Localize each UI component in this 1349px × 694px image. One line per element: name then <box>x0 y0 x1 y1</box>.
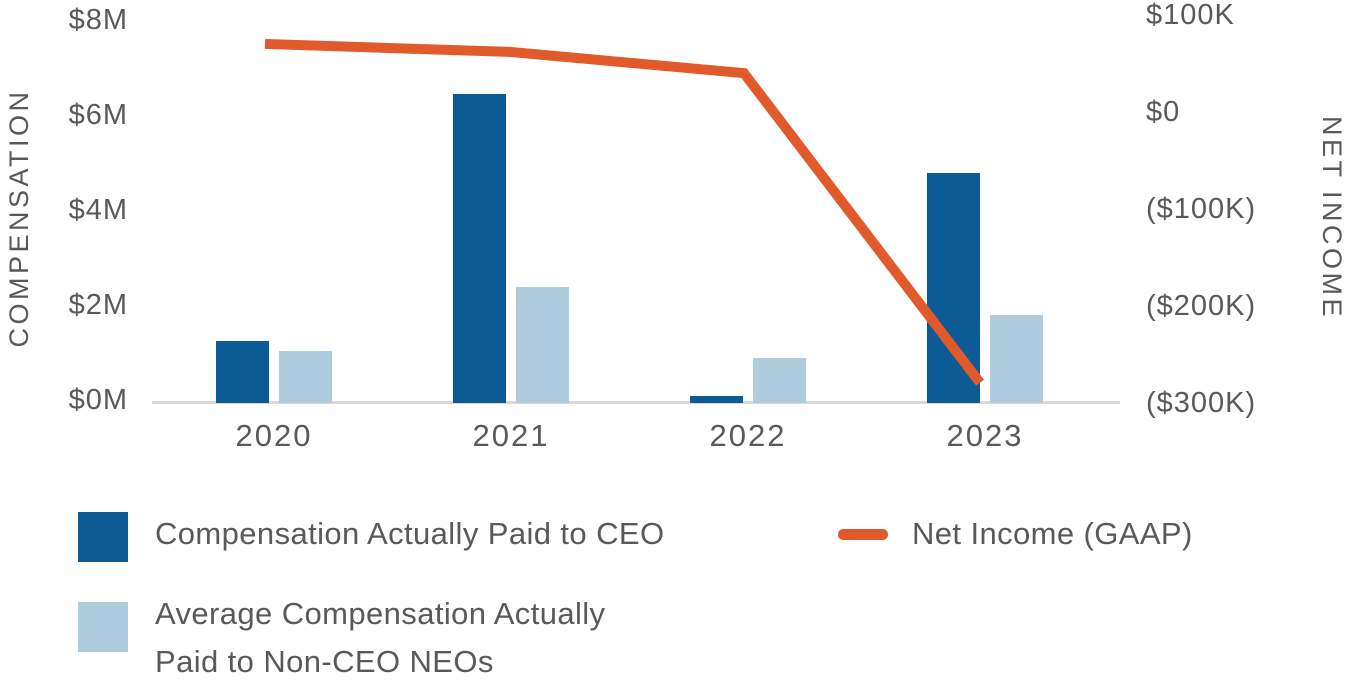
right-axis-tick: ($200K) <box>1146 290 1257 322</box>
bar-ceo-2023 <box>927 172 980 403</box>
bar-neo-2021 <box>516 286 569 403</box>
left-axis-tick: $0M <box>68 384 128 416</box>
legend-line-swatch-net-income <box>838 529 888 540</box>
right-axis-tick: $100K <box>1146 0 1235 31</box>
left-axis-tick: $4M <box>68 194 128 226</box>
left-axis-tick: $8M <box>68 4 128 36</box>
x-axis-line <box>152 401 1120 404</box>
legend-label-ceo: Compensation Actually Paid to CEO <box>155 516 665 551</box>
x-axis-label-2020: 2020 <box>235 418 313 453</box>
bar-neo-2023 <box>990 315 1043 403</box>
bar-neo-2020 <box>279 350 332 403</box>
x-axis-label-2022: 2022 <box>709 418 787 453</box>
legend-label-non-ceo-neos: Average Compensation Actually Paid to No… <box>155 596 606 679</box>
bar-ceo-2020 <box>216 341 269 403</box>
net-income-line <box>264 38 985 386</box>
right-axis-tick: ($300K) <box>1146 387 1257 419</box>
bar-ceo-2022 <box>690 395 743 403</box>
legend-swatch-non-ceo-neos <box>78 602 128 652</box>
bar-neo-2022 <box>753 357 806 403</box>
left-axis-tick: $6M <box>68 99 128 131</box>
right-axis-tick: $0 <box>1146 96 1181 128</box>
right-axis-title: NET INCOME <box>1317 115 1347 320</box>
x-axis-label-2021: 2021 <box>472 418 550 453</box>
bar-ceo-2021 <box>453 94 506 403</box>
legend-swatch-ceo <box>78 512 128 562</box>
legend-label-net-income: Net Income (GAAP) <box>912 516 1193 551</box>
right-axis-tick: ($100K) <box>1146 193 1257 225</box>
x-axis-label-2023: 2023 <box>946 418 1024 453</box>
left-axis-tick: $2M <box>68 289 128 321</box>
